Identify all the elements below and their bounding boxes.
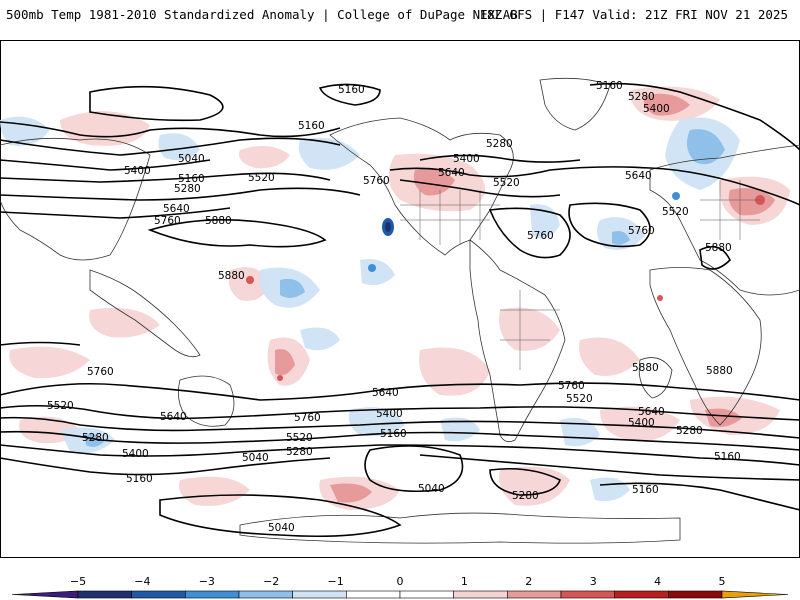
contour-label: 5040: [418, 483, 445, 495]
colorbar-segment: [668, 590, 723, 599]
colorbar-segment: [292, 590, 347, 599]
contour-label: 5520: [493, 177, 520, 189]
colorbar-segment: [399, 590, 454, 599]
colorbar-segment: [185, 590, 240, 599]
colorbar-tick-label: −2: [263, 575, 279, 588]
contour-label: 5160: [338, 84, 365, 96]
colorbar-tick-label: 1: [461, 575, 468, 588]
contour-label: 5280: [512, 490, 539, 502]
cool-anomaly-strong: [85, 129, 725, 447]
colorbar-segment: [614, 590, 669, 599]
contour-label: 5400: [376, 408, 403, 420]
colorbar-segment: [507, 590, 562, 599]
colorbar-extend-low: [11, 590, 79, 599]
warm-anomaly-strong: [275, 93, 775, 503]
contour-label: 5520: [566, 393, 593, 405]
contour-label: 5880: [205, 215, 232, 227]
warm-anomaly-peak: [246, 195, 765, 381]
contour-label: 5160: [126, 473, 153, 485]
contour-label: 5520: [248, 172, 275, 184]
contour-label: 5640: [438, 167, 465, 179]
contour-label: 5280: [82, 432, 109, 444]
colorbar-segment: [131, 590, 186, 599]
colorbar-tick-label: 2: [525, 575, 532, 588]
contour-label: 5760: [558, 380, 585, 392]
colorbar-bar: [11, 590, 789, 599]
contour-label: 5760: [363, 175, 390, 187]
contour-label: 5640: [163, 203, 190, 215]
colorbar-segment: [560, 590, 615, 599]
cool-anomaly-peak: [368, 192, 680, 272]
contour-label: 5640: [160, 411, 187, 423]
contour-label: 5880: [706, 365, 733, 377]
colorbar-segment: [346, 590, 401, 599]
colorbar-tick-label: 0: [397, 575, 404, 588]
contour-label: 5040: [268, 522, 295, 534]
contour-label: 5280: [174, 183, 201, 195]
colorbar-segment: [77, 590, 132, 599]
colorbar-segment: [453, 590, 508, 599]
contour-label: 5760: [294, 412, 321, 424]
contour-label: 5760: [154, 215, 181, 227]
contour-label: 5400: [122, 448, 149, 460]
contour-label: 5040: [178, 153, 205, 165]
coastlines: [0, 77, 800, 544]
colorbar-segment: [238, 590, 293, 599]
contour-label: 5640: [625, 170, 652, 182]
colorbar-tick-label: 3: [590, 575, 597, 588]
map-title: 500mb Temp 1981-2010 Standardized Anomal…: [6, 7, 518, 22]
contour-label: 5160: [178, 173, 205, 185]
contour-label: 5880: [218, 270, 245, 282]
contour-label: 5160: [380, 428, 407, 440]
contour-label: 5400: [124, 165, 151, 177]
model-run-info: 18Z GFS | F147 Valid: 21Z FRI NOV 21 202…: [479, 7, 788, 22]
political-borders: [400, 180, 760, 370]
colorbar-tick-label: 4: [654, 575, 661, 588]
map-panel: 5160 5160 5280 5400 5160 5040 5400 5160 …: [0, 40, 800, 558]
contour-label: 5760: [628, 225, 655, 237]
contour-label: 5280: [486, 138, 513, 150]
contour-label: 5400: [453, 153, 480, 165]
contour-label: 5760: [87, 366, 114, 378]
colorbar-extend-high: [721, 590, 789, 599]
contour-label: 5280: [628, 91, 655, 103]
contour-label: 5400: [628, 417, 655, 429]
colorbar-tick-label: 5: [719, 575, 726, 588]
contour-label: 5640: [372, 387, 399, 399]
contour-label: 5280: [676, 425, 703, 437]
contour-label: 5160: [632, 484, 659, 496]
contour-label: 5520: [286, 432, 313, 444]
colorbar-tick-label: −1: [327, 575, 343, 588]
header: 500mb Temp 1981-2010 Standardized Anomal…: [0, 0, 800, 30]
colorbar-tick-label: −5: [70, 575, 86, 588]
contour-label: 5880: [705, 242, 732, 254]
contour-label: 5160: [596, 80, 623, 92]
contour-label: 5760: [527, 230, 554, 242]
contour-label: 5400: [643, 103, 670, 115]
contour-label: 5880: [632, 362, 659, 374]
contour-label: 5280: [286, 446, 313, 458]
contour-label: 5040: [242, 452, 269, 464]
colorbar: −5 −4 −3 −2 −1 0 1 2 3 4 5: [11, 575, 789, 599]
contour-label: 5160: [714, 451, 741, 463]
colorbar-tick-label: −3: [199, 575, 215, 588]
contour-label: 5640: [638, 406, 665, 418]
contour-label: 5520: [47, 400, 74, 412]
contour-label: 5520: [662, 206, 689, 218]
colorbar-tick-label: −4: [134, 575, 150, 588]
height-contours: [0, 82, 800, 538]
contour-label: 5160: [298, 120, 325, 132]
contour-labels: 5160 5160 5280 5400 5160 5040 5400 5160 …: [47, 80, 741, 534]
colorbar-tick-labels: −5 −4 −3 −2 −1 0 1 2 3 4 5: [70, 575, 726, 588]
